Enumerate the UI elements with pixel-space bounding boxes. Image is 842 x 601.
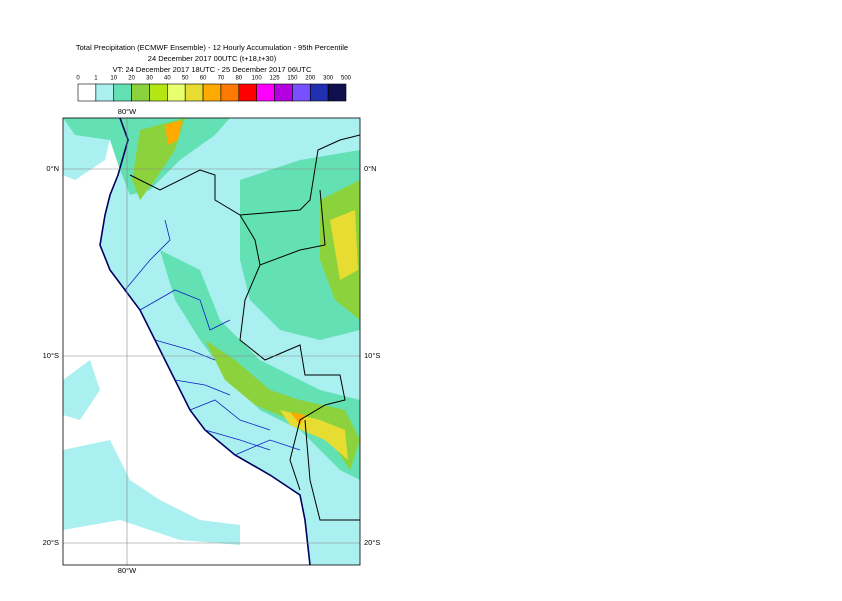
- legend-swatch: [167, 83, 186, 102]
- legend-label: 125: [270, 76, 281, 82]
- legend-label: 50: [182, 76, 189, 82]
- lat-label: 10°S: [43, 351, 59, 360]
- legend-swatch: [149, 83, 168, 102]
- precip-very-heavy: [280, 210, 358, 460]
- legend-swatch: [77, 83, 97, 102]
- legend-swatch: [184, 83, 204, 102]
- legend-swatch: [309, 83, 329, 102]
- legend-label: 0: [76, 76, 80, 82]
- legend-label: 40: [164, 76, 171, 82]
- legend-swatch: [202, 83, 222, 102]
- legend-swatch: [274, 83, 293, 102]
- legend-swatch: [95, 83, 115, 102]
- legend-label: 300: [323, 76, 334, 82]
- legend-label: 70: [218, 76, 225, 82]
- legend-label: 10: [110, 76, 117, 82]
- lon-label: 80°W: [118, 107, 137, 116]
- legend-swatch: [238, 83, 257, 102]
- legend-swatch: [113, 83, 132, 102]
- legend: 0 1 10 20 30 40 50 60 70 80 100 125 150 200 300 500: [76, 76, 352, 102]
- country-border: [129, 134, 360, 521]
- title-line: Total Precipitation (ECMWF Ensemble) - 1…: [76, 43, 348, 52]
- title-line: VT: 24 December 2017 18UTC - 25 December…: [113, 65, 312, 74]
- lon-label: 80°W: [118, 566, 137, 575]
- legend-swatch: [327, 83, 347, 102]
- legend-label: 200: [305, 76, 316, 82]
- legend-swatch: [131, 83, 150, 102]
- precip-heavy: [205, 340, 360, 470]
- lat-label: 0°N: [46, 164, 59, 173]
- legend-label: 20: [128, 76, 135, 82]
- map-area: [63, 118, 360, 565]
- lat-label: 20°S: [364, 538, 380, 547]
- legend-label: 500: [341, 76, 352, 82]
- legend-swatch: [256, 83, 275, 102]
- legend-swatch: [220, 83, 240, 102]
- legend-label: 60: [200, 76, 207, 82]
- legend-label: 80: [235, 76, 242, 82]
- region-border: [124, 219, 301, 456]
- legend-label: 100: [252, 76, 263, 82]
- legend-label: 1: [94, 76, 98, 82]
- lat-label: 10°S: [364, 351, 380, 360]
- legend-swatch: [292, 83, 311, 102]
- precip-light: [63, 360, 240, 545]
- coastline: [99, 118, 311, 565]
- legend-label: 150: [287, 76, 298, 82]
- legend-label: 30: [146, 76, 153, 82]
- map-frame: [62, 117, 361, 566]
- title-line: 24 December 2017 00UTC (t+18,t+30): [148, 54, 277, 63]
- lat-label: 0°N: [364, 164, 377, 173]
- lat-label: 20°S: [43, 538, 59, 547]
